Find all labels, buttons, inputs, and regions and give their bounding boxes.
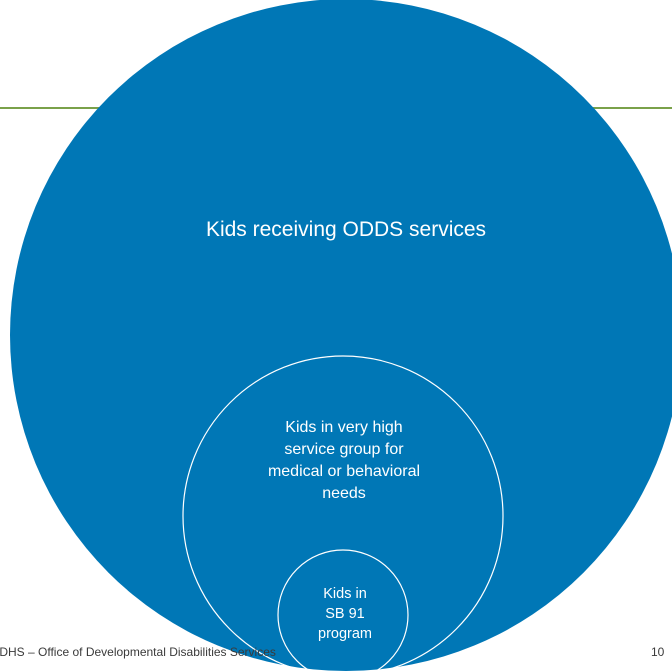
inner-label-line: Kids in — [323, 586, 367, 602]
inner-label-line: program — [318, 626, 372, 642]
outer-circle — [10, 0, 672, 671]
outer-circle-label: Kids receiving ODDS services — [205, 218, 487, 241]
inner-label-line: SB 91 — [325, 606, 365, 622]
middle-label-line: needs — [322, 485, 366, 502]
middle-label-line: medical or behavioral — [267, 463, 421, 480]
footer-text: ODHS – Office of Developmental Disabilit… — [0, 645, 276, 659]
middle-label-line: service group for — [284, 441, 404, 458]
middle-label-line: Kids in very high — [285, 419, 403, 436]
inner-circle — [277, 549, 409, 671]
inner-circle-label: Kids in SB 91 program — [300, 584, 390, 644]
middle-circle-label: Kids in very high service group for medi… — [236, 417, 452, 505]
page-number: 10 — [651, 645, 665, 659]
middle-circle — [182, 355, 504, 671]
